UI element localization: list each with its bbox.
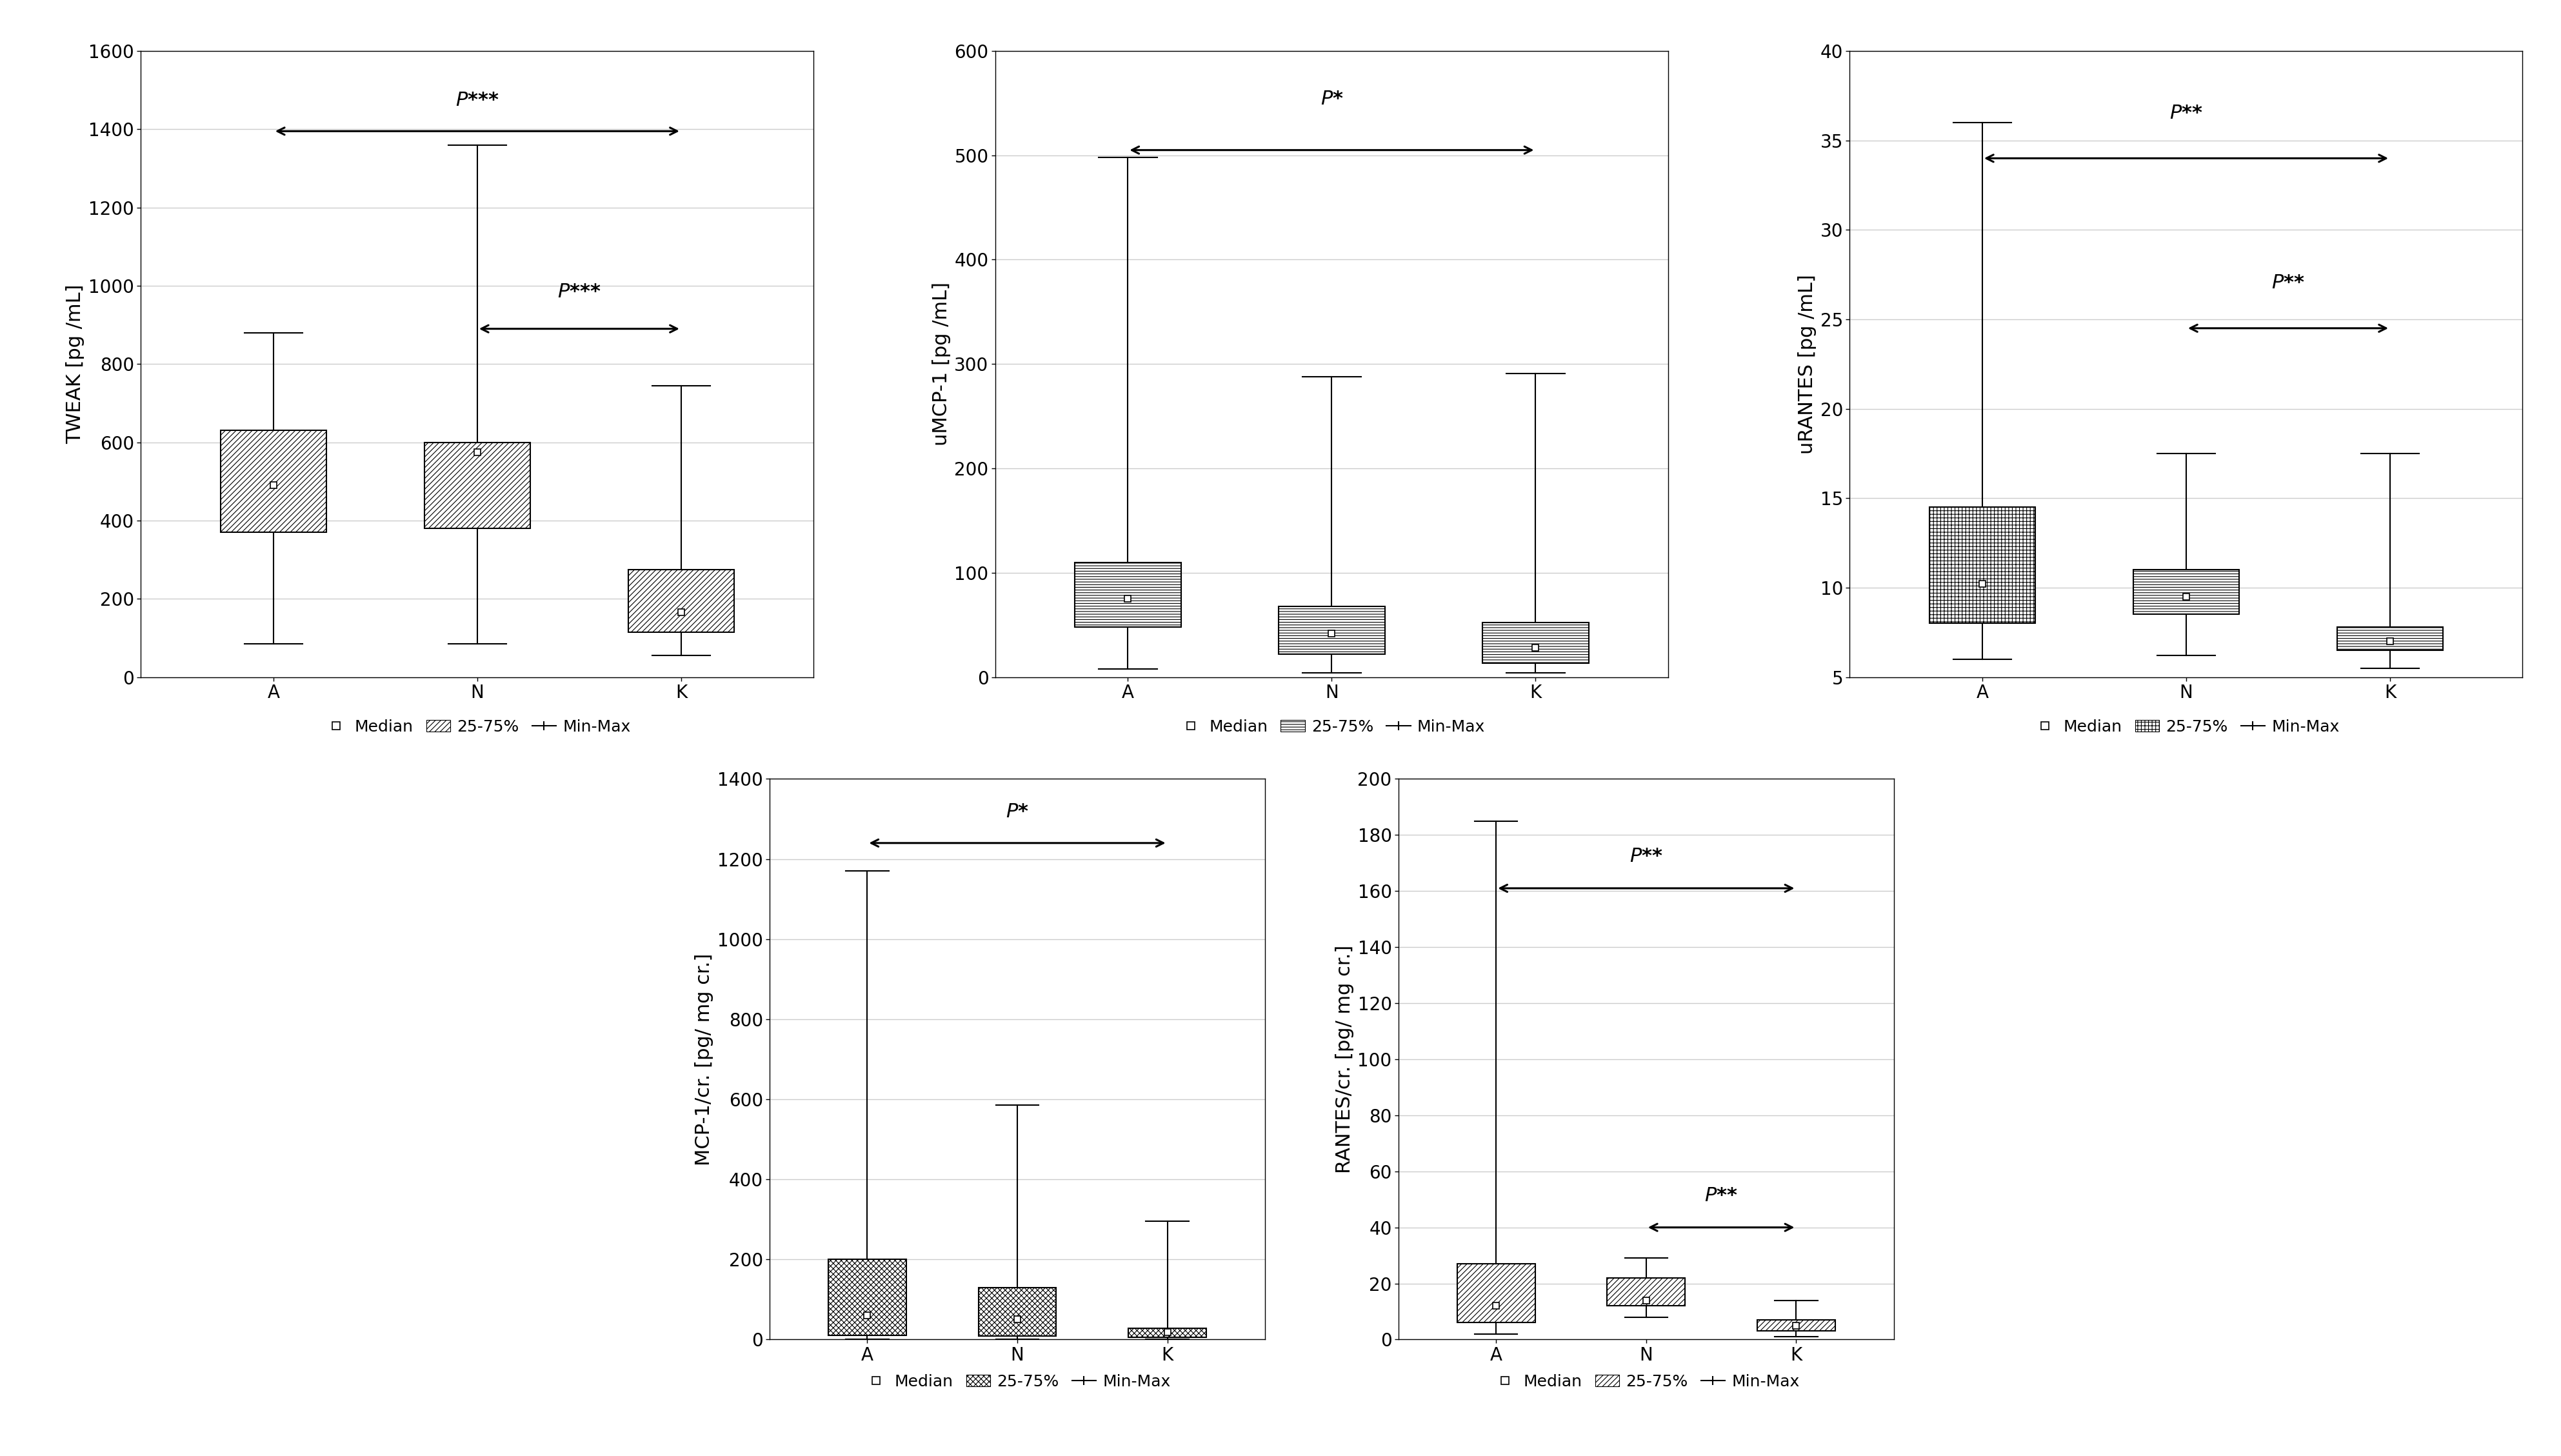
Y-axis label: uRANTES [pg /mL]: uRANTES [pg /mL] (1798, 274, 1816, 454)
Bar (220, 431, 325, 533)
Bar (2133, 569, 2238, 614)
Bar (1457, 1264, 1534, 1322)
Bar (1608, 1278, 1685, 1306)
Legend: Median, 25-75%, Min-Max: Median, 25-75%, Min-Max (318, 712, 638, 741)
Y-axis label: uMCP-1 [pg /mL]: uMCP-1 [pg /mL] (932, 282, 950, 446)
Bar (425, 443, 530, 529)
Text: $P$**: $P$** (1629, 847, 1662, 866)
Bar (1129, 1328, 1206, 1338)
Text: $P$*: $P$* (1006, 802, 1030, 821)
Bar (1076, 562, 1181, 628)
Text: $P$**: $P$** (2272, 274, 2305, 293)
Legend: Median, 25-75%, Min-Max: Median, 25-75%, Min-Max (1173, 712, 1491, 741)
Bar (978, 1287, 1055, 1337)
Y-axis label: TWEAK [pg /mL]: TWEAK [pg /mL] (67, 284, 85, 444)
Bar (1483, 623, 1588, 664)
Bar (1928, 507, 2036, 623)
Text: $P$***: $P$*** (558, 282, 602, 301)
Bar (827, 1259, 907, 1335)
Text: $P$***: $P$*** (456, 90, 499, 109)
Legend: Median, 25-75%, Min-Max: Median, 25-75%, Min-Max (2026, 712, 2346, 741)
Y-axis label: MCP-1/cr. [pg/ mg cr.]: MCP-1/cr. [pg/ mg cr.] (694, 954, 715, 1165)
Bar (627, 569, 735, 632)
Bar (1278, 606, 1386, 654)
Text: $P$**: $P$** (2169, 103, 2202, 122)
Legend: Median, 25-75%, Min-Max: Median, 25-75%, Min-Max (1485, 1367, 1806, 1396)
Legend: Median, 25-75%, Min-Max: Median, 25-75%, Min-Max (858, 1367, 1178, 1396)
Y-axis label: RANTES/cr. [pg/ mg cr.]: RANTES/cr. [pg/ mg cr.] (1334, 945, 1355, 1174)
Text: $P$**: $P$** (1706, 1187, 1739, 1206)
Text: $P$*: $P$* (1319, 90, 1345, 108)
Bar (2338, 628, 2443, 651)
Bar (1757, 1321, 1836, 1331)
